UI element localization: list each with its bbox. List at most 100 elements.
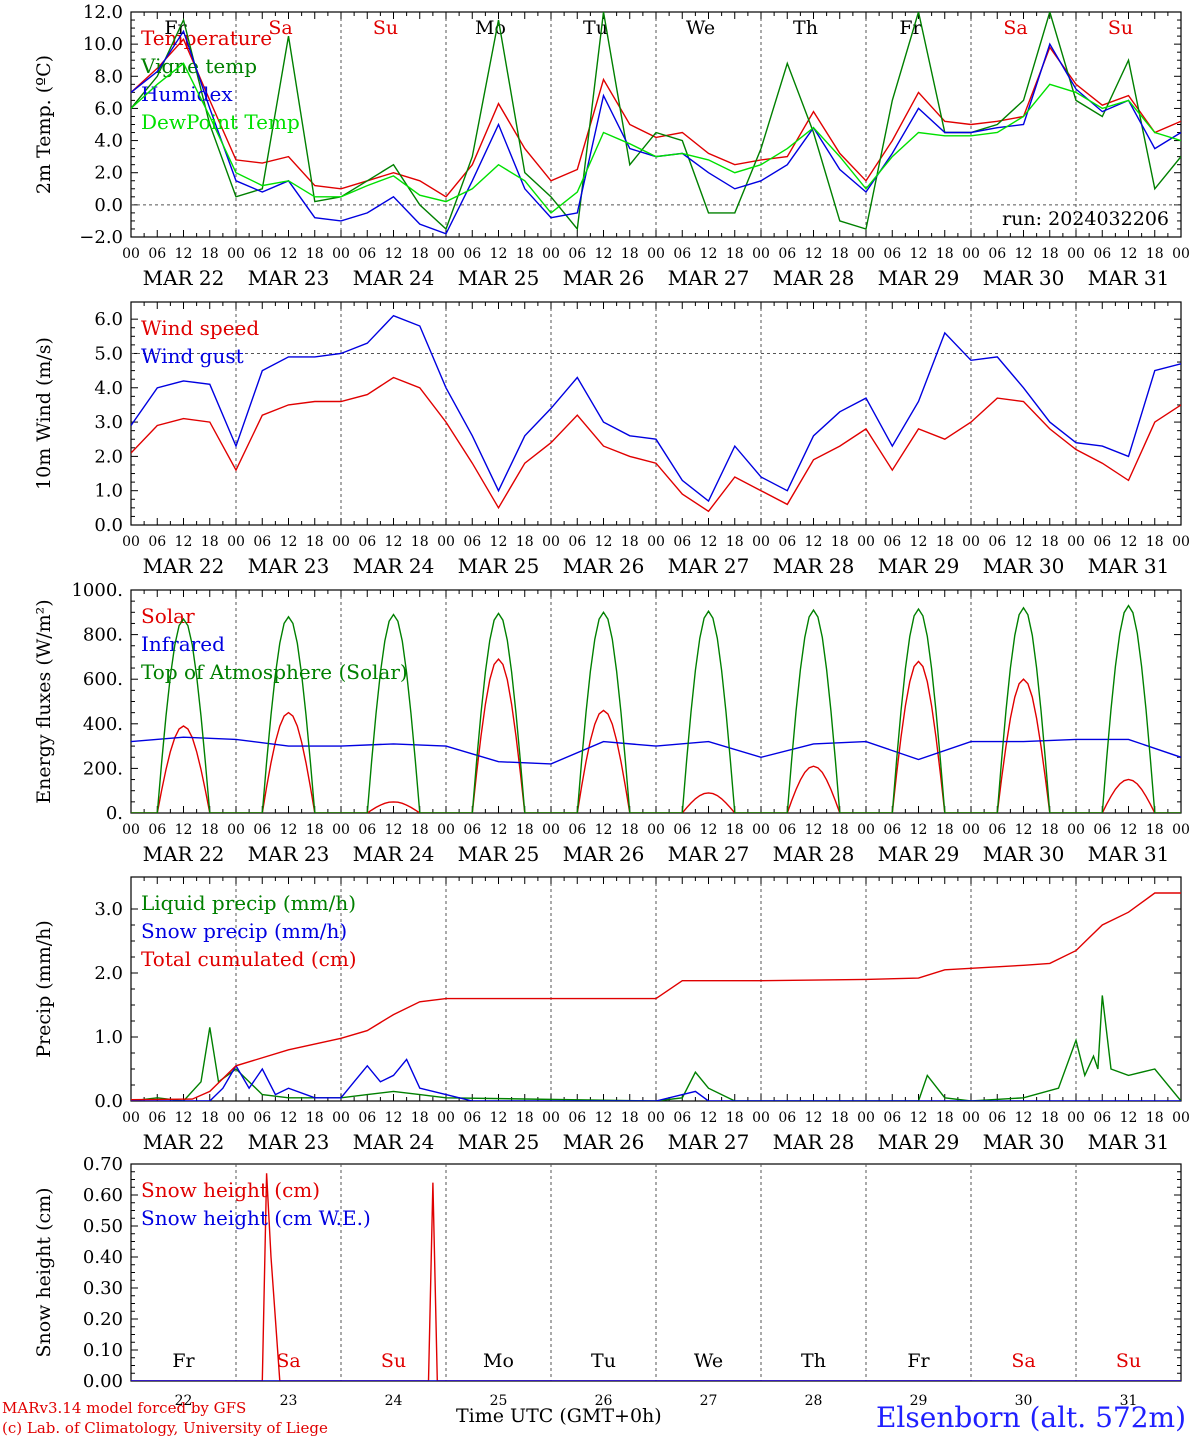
hour-tick-label: 06	[778, 1110, 796, 1126]
date-label: MAR 22	[143, 842, 225, 866]
hour-tick-label: 18	[1146, 822, 1164, 838]
hour-tick-label: 18	[201, 534, 219, 550]
hour-tick-label: 18	[516, 822, 534, 838]
hour-tick-label: 18	[306, 1110, 324, 1126]
hour-tick-label: 00	[857, 246, 875, 262]
hour-tick-label: 12	[280, 534, 298, 550]
series-line-1	[131, 314, 1181, 503]
hour-tick-label: 18	[1041, 822, 1059, 838]
hour-tick-label: 12	[490, 534, 508, 550]
weekday-label: Th	[793, 17, 818, 39]
y-axis-label: Precip (mm/h)	[33, 920, 55, 1058]
series-line-2	[131, 604, 1181, 813]
date-label: MAR 22	[143, 554, 225, 578]
hour-tick-label: 06	[463, 246, 481, 262]
date-label: MAR 31	[1088, 554, 1170, 578]
date-label: MAR 27	[668, 554, 750, 578]
legend-entry: Infrared	[141, 632, 225, 656]
weekday-label: Su	[381, 1350, 406, 1372]
legend-entry: Wind gust	[141, 344, 244, 368]
hour-tick-label: 00	[647, 1110, 665, 1126]
hour-tick-label: 06	[1093, 534, 1111, 550]
date-label: MAR 25	[458, 266, 540, 290]
hour-tick-label: 06	[883, 1110, 901, 1126]
hour-tick-label: 06	[1093, 822, 1111, 838]
day-number-label: 31	[1120, 1393, 1138, 1409]
hour-tick-label: 18	[516, 1110, 534, 1126]
weekday-label: Mo	[483, 1350, 514, 1372]
hour-tick-label: 12	[175, 246, 193, 262]
hour-tick-label: 18	[201, 822, 219, 838]
date-label: MAR 29	[878, 266, 960, 290]
hour-tick-label: 06	[358, 246, 376, 262]
weekday-label: Sa	[268, 17, 292, 39]
hour-tick-label: 18	[726, 246, 744, 262]
hour-tick-label: 18	[831, 246, 849, 262]
date-label: MAR 24	[353, 1130, 435, 1154]
weekday-label: Fr	[907, 1350, 930, 1372]
weekday-label: Fr	[899, 17, 922, 39]
hour-tick-label: 00	[857, 822, 875, 838]
hour-tick-label: 06	[463, 822, 481, 838]
hour-tick-label: 18	[411, 822, 429, 838]
y-tick-label: 0.30	[83, 1278, 123, 1299]
hour-tick-label: 18	[621, 246, 639, 262]
hour-tick-label: 00	[962, 534, 980, 550]
date-label: MAR 29	[878, 554, 960, 578]
hour-tick-label: 18	[201, 1110, 219, 1126]
date-label: MAR 31	[1088, 842, 1170, 866]
hour-tick-label: 06	[148, 534, 166, 550]
hour-tick-label: 12	[910, 822, 928, 838]
weekday-label: Tu	[591, 1350, 616, 1372]
hour-tick-label: 00	[122, 246, 140, 262]
time-axis-label: Time UTC (GMT+0h)	[456, 1405, 662, 1427]
y-tick-label: 0.70	[83, 1154, 123, 1175]
hour-tick-label: 00	[1067, 246, 1085, 262]
y-tick-label: 3.0	[94, 899, 123, 920]
hour-tick-label: 06	[568, 534, 586, 550]
date-label: MAR 26	[563, 554, 645, 578]
hour-tick-label: 18	[936, 534, 954, 550]
weekday-label: Sa	[1011, 1350, 1035, 1372]
hour-tick-label: 12	[280, 1110, 298, 1126]
hour-tick-label: 00	[962, 246, 980, 262]
hour-tick-label: 00	[227, 534, 245, 550]
hour-tick-label: 18	[1146, 534, 1164, 550]
weekday-label: Th	[801, 1350, 826, 1372]
date-label: MAR 30	[983, 266, 1065, 290]
hour-tick-label: 06	[988, 1110, 1006, 1126]
series-line-1	[131, 1058, 1181, 1101]
date-label: MAR 24	[353, 266, 435, 290]
hour-tick-label: 12	[175, 822, 193, 838]
hour-tick-label: 06	[568, 1110, 586, 1126]
hour-tick-label: 06	[148, 822, 166, 838]
hour-tick-label: 18	[1146, 246, 1164, 262]
hour-tick-label: 12	[910, 1110, 928, 1126]
hour-tick-label: 12	[700, 534, 718, 550]
hour-tick-label: 18	[936, 1110, 954, 1126]
panel-frame	[130, 301, 1182, 526]
date-label: MAR 23	[248, 554, 330, 578]
hour-tick-label: 00	[1172, 246, 1190, 262]
legend-entry: Liquid precip (mm/h)	[141, 891, 356, 915]
hour-tick-label: 00	[227, 822, 245, 838]
y-tick-label: 2.0	[94, 446, 123, 467]
hour-tick-label: 18	[516, 534, 534, 550]
date-label: MAR 30	[983, 1130, 1065, 1154]
y-tick-label: 0.20	[83, 1309, 123, 1330]
hour-tick-label: 18	[516, 246, 534, 262]
hour-tick-label: 06	[358, 534, 376, 550]
y-tick-label: 0.60	[83, 1185, 123, 1206]
hour-tick-label: 18	[1146, 1110, 1164, 1126]
hour-tick-label: 06	[988, 822, 1006, 838]
hour-tick-label: 12	[910, 246, 928, 262]
hour-tick-label: 06	[148, 246, 166, 262]
hour-tick-label: 06	[673, 822, 691, 838]
hour-tick-label: 00	[752, 534, 770, 550]
hour-tick-label: 00	[962, 1110, 980, 1126]
hour-tick-label: 18	[1041, 534, 1059, 550]
y-tick-label: 2.0	[94, 163, 123, 184]
hour-tick-label: 00	[542, 1110, 560, 1126]
hour-tick-label: 12	[595, 534, 613, 550]
